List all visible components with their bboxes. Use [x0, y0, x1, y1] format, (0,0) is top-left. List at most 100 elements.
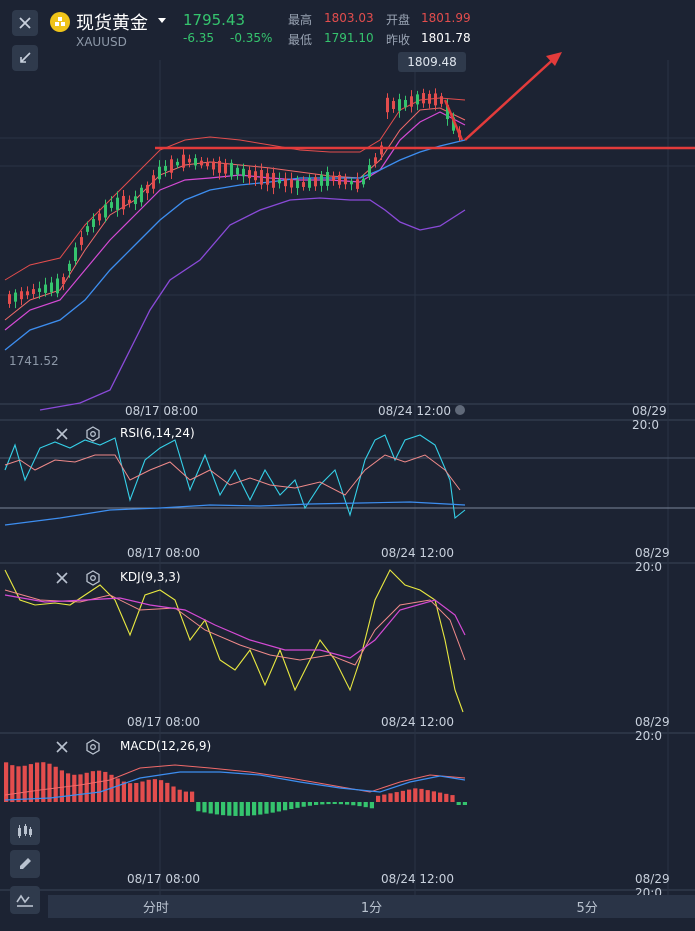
macd-bar — [245, 802, 250, 816]
candlestick-icon — [18, 824, 32, 838]
rsi-time-label-2: 08/24 12:00 — [381, 546, 454, 560]
macd-close-icon[interactable] — [55, 740, 69, 754]
candle-body — [440, 96, 443, 104]
rsi-6-line — [4, 434, 466, 520]
main-time-label-2: 08/24 12:00 — [378, 404, 451, 418]
rsi-14-line — [4, 454, 461, 496]
candle-body — [320, 174, 323, 186]
candle-body — [56, 278, 59, 294]
macd-bar — [301, 802, 306, 807]
candle-body — [434, 93, 437, 106]
macd-bar — [456, 802, 461, 805]
dropdown-icon[interactable] — [157, 17, 167, 25]
macd-bar — [233, 802, 238, 816]
candle-body — [356, 179, 359, 189]
macd-bar — [369, 802, 374, 809]
candle-body — [248, 170, 251, 179]
macd-bar — [388, 793, 393, 802]
macd-bar — [72, 774, 77, 802]
candle-body — [296, 180, 299, 189]
candle-body — [218, 160, 221, 173]
ma-magenta — [4, 111, 466, 331]
candle-body — [182, 154, 185, 168]
candle-body — [452, 117, 455, 131]
timeframe-tabs: 分时 1分 5分 — [48, 895, 695, 918]
price-change: -6.35 — [183, 31, 215, 45]
tab-timeshare[interactable]: 分时 — [142, 901, 169, 916]
macd-bar — [10, 765, 15, 802]
rsi-time-label-3: 08/29 20:0 — [635, 546, 670, 574]
rsi-settings-icon[interactable] — [85, 426, 101, 442]
macd-bar — [332, 802, 337, 805]
candle-body — [350, 181, 353, 185]
collapse-button[interactable] — [12, 45, 38, 71]
candle-body — [380, 145, 383, 155]
macd-bar — [258, 802, 263, 815]
macd-bar — [4, 762, 9, 802]
macd-dif-line — [4, 764, 466, 796]
candlestick-tool-button[interactable] — [10, 817, 40, 845]
macd-bar — [345, 802, 350, 805]
candle-body — [338, 174, 341, 185]
macd-bar — [202, 802, 207, 813]
candle-body — [284, 178, 287, 187]
candle-body — [50, 282, 53, 293]
ma-blue — [4, 139, 466, 351]
macd-bar — [450, 795, 455, 802]
candle-body — [428, 93, 431, 104]
macd-bar — [103, 771, 108, 802]
macd-bar — [22, 765, 27, 802]
macd-bar — [425, 790, 430, 802]
macd-dea-line — [4, 771, 466, 801]
macd-bar — [289, 802, 294, 810]
candle-body — [176, 161, 179, 166]
macd-bar — [407, 789, 412, 802]
tab-5min[interactable]: 5分 — [576, 901, 598, 916]
macd-bar — [78, 774, 83, 802]
macd-bar — [146, 779, 151, 802]
macd-label: MACD(12,26,9) — [120, 739, 212, 753]
tab-1min[interactable]: 1分 — [360, 901, 383, 916]
candle-body — [266, 173, 269, 185]
pen-tool-button[interactable] — [10, 850, 40, 878]
candle-body — [116, 197, 119, 210]
kdj-close-icon[interactable] — [55, 571, 69, 585]
candle-body — [128, 199, 131, 204]
candle-body — [272, 172, 275, 188]
candle-body — [14, 292, 17, 302]
draw-line-tool-button[interactable] — [10, 886, 40, 914]
close-button[interactable] — [12, 10, 38, 36]
candle-body — [362, 178, 365, 185]
rsi-label: RSI(6,14,24) — [120, 426, 195, 440]
macd-settings-icon[interactable] — [85, 739, 101, 755]
max-price-label: 1809.48 — [398, 52, 466, 72]
candle-body — [302, 182, 305, 187]
candle-body — [332, 175, 335, 182]
macd-bar — [134, 782, 139, 802]
candle-body — [314, 177, 317, 187]
rsi-close-icon[interactable] — [55, 427, 69, 441]
candle-body — [170, 159, 173, 173]
macd-bar — [59, 770, 64, 802]
macd-bar — [376, 795, 381, 802]
macd-bar — [97, 770, 102, 802]
arrow-up-drawing — [464, 54, 559, 141]
candle-body — [416, 94, 419, 105]
macd-bar — [90, 771, 95, 802]
macd-bar — [152, 779, 157, 802]
macd-bar — [363, 802, 368, 808]
candle-body — [20, 291, 23, 300]
main-time-label-3: 08/29 20:0 — [632, 404, 667, 432]
candle-body — [446, 104, 449, 120]
kdj-settings-icon[interactable] — [85, 570, 101, 586]
gold-logo — [50, 12, 70, 32]
candle-body — [26, 291, 29, 296]
macd-bar — [177, 789, 182, 802]
kdj-time-label-1: 08/17 08:00 — [127, 715, 200, 729]
collapse-icon — [20, 52, 31, 63]
close-icon — [19, 17, 31, 29]
macd-bar — [307, 802, 312, 806]
instrument-title[interactable]: 现货黄金 — [76, 13, 148, 34]
macd-bar — [208, 802, 213, 814]
